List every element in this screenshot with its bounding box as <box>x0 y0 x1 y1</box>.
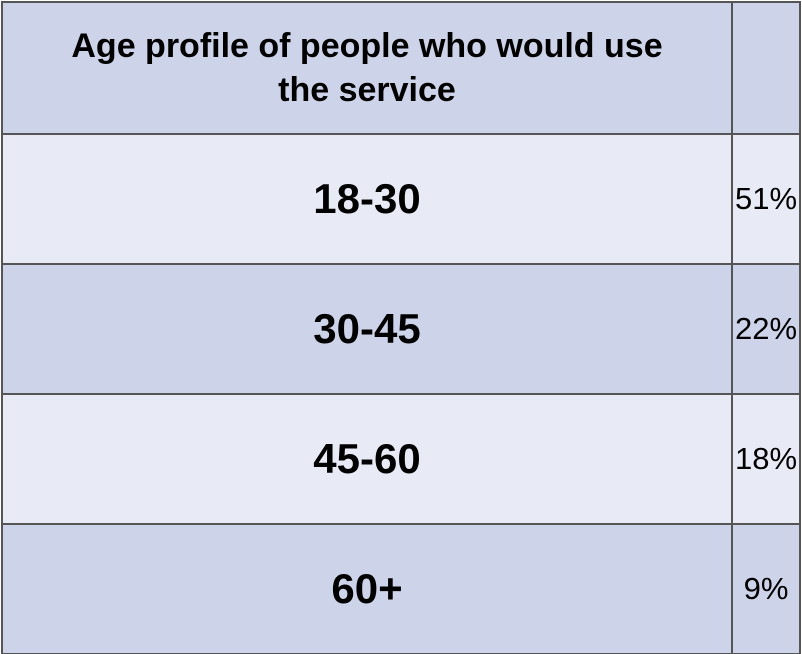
share: 9% <box>731 523 801 654</box>
header-title: Age profile of people who would use the … <box>1 1 733 135</box>
header-row: Age profile of people who would use the … <box>1 1 801 135</box>
age-group: 18-30 <box>1 133 733 265</box>
table-row: 45-60 18% <box>1 393 801 525</box>
share: 22% <box>731 263 801 395</box>
age-group: 60+ <box>1 523 733 654</box>
share: 51% <box>731 133 801 265</box>
table-row: 30-45 22% <box>1 263 801 395</box>
table-row: 60+ 9% <box>1 523 801 654</box>
share: 18% <box>731 393 801 525</box>
header-empty-cell <box>731 1 801 135</box>
age-group: 30-45 <box>1 263 733 395</box>
age-group: 45-60 <box>1 393 733 525</box>
table-row: 18-30 51% <box>1 133 801 265</box>
